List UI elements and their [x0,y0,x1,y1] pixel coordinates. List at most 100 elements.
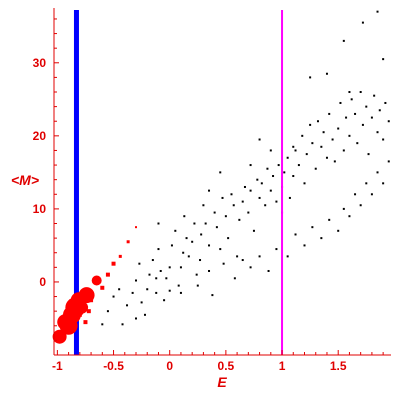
data-point [264,204,267,207]
data-point [221,196,224,199]
data-point [179,291,182,294]
data-point [303,244,306,247]
data-point [143,313,146,316]
data-point [170,244,173,247]
red-point [86,309,91,314]
data-point [292,145,295,148]
data-point [236,255,239,258]
data-point [219,248,222,251]
data-point [252,229,255,232]
data-point [348,91,351,94]
data-point [219,171,222,174]
x-tick-label: -1 [52,359,63,373]
data-point [256,178,259,181]
data-point [215,226,218,229]
data-point [168,289,171,292]
data-point [151,259,154,262]
red-point [91,275,102,286]
data-point [200,233,203,236]
data-point [249,266,252,269]
data-point [320,237,323,240]
x-tick-label: 1.5 [330,359,347,373]
data-point [325,72,328,75]
y-tick-label: 0 [39,275,46,289]
y-ticks: 0 10 20 30 [33,18,59,356]
data-point [303,182,306,185]
data-point [316,120,319,123]
red-point [126,240,130,244]
data-point [185,237,188,240]
data-point [309,123,312,126]
data-point [267,269,270,272]
data-point [283,171,286,174]
data-point [140,301,143,304]
data-point [138,262,141,265]
data-point [367,153,370,156]
data-point [126,304,129,307]
x-tick-label: -0.5 [103,359,124,373]
data-point [305,153,308,156]
x-tick-label: 0.5 [218,359,235,373]
red-point [118,254,122,258]
x-ticks: -1 -0.5 0 0.5 1 1.5 [52,350,384,373]
data-point [342,39,345,42]
data-point [208,269,211,272]
x-tick-label: 1 [279,359,286,373]
data-point [382,58,385,61]
axes [53,8,391,356]
data-point [322,131,325,134]
data-point [168,266,171,269]
data-point [249,164,252,167]
data-point [159,269,162,272]
data-point [314,167,317,170]
data-point [230,193,233,196]
data-point [249,189,252,192]
data-point [247,211,250,214]
data-point [258,196,261,199]
data-point [148,273,151,276]
data-point [311,142,314,145]
data-point [233,277,236,280]
data-point [384,101,387,104]
data-point [183,215,186,218]
data-point [202,204,205,207]
data-point [286,156,289,159]
data-point [135,317,138,320]
y-axis-label: <M> [11,172,39,188]
data-point [350,98,353,101]
data-point [311,226,314,229]
data-point [382,182,385,185]
data-point [309,76,312,79]
data-point [208,189,211,192]
data-point [328,218,331,221]
data-point [365,182,368,185]
red-point [72,316,77,321]
data-point [227,237,230,240]
data-point [294,233,297,236]
data-point [361,123,364,126]
data-point [196,284,199,287]
data-point [269,189,272,192]
data-point [387,160,390,163]
red-point [111,261,116,266]
data-point [224,215,227,218]
data-point [292,175,295,178]
data-point [258,255,261,258]
data-point [337,229,340,232]
data-point [348,215,351,218]
data-point [243,185,246,188]
red-marker-series [52,226,138,344]
data-point [272,175,275,178]
data-point [345,116,348,119]
data-point [155,277,158,280]
data-point [258,138,261,141]
data-point [376,171,379,174]
data-point [348,134,351,137]
red-point [77,312,82,317]
data-point [146,288,149,291]
data-point [222,262,225,265]
red-point [89,298,94,303]
data-point [177,284,180,287]
data-point [131,291,134,294]
